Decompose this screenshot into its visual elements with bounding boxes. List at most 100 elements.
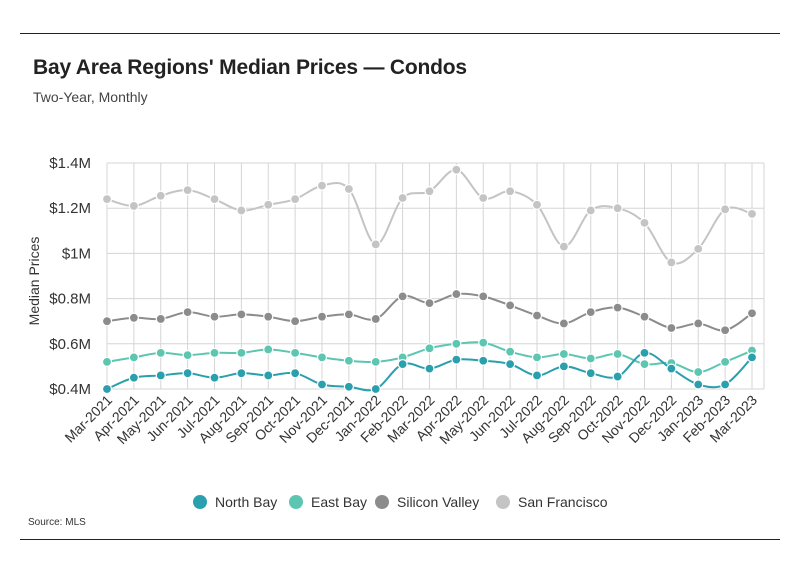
data-point-north-bay bbox=[101, 383, 113, 395]
y-tick-label: $0.8M bbox=[49, 291, 91, 308]
chart-title: Bay Area Regions' Median Prices — Condos bbox=[33, 56, 467, 79]
data-point-east-bay bbox=[720, 356, 731, 367]
data-point-east-bay bbox=[316, 352, 328, 363]
data-point-silicon-valley bbox=[424, 298, 435, 309]
data-point-silicon-valley bbox=[531, 310, 543, 321]
data-point-silicon-valley bbox=[236, 309, 247, 320]
data-point-san-francisco bbox=[155, 190, 166, 201]
data-point-silicon-valley bbox=[666, 322, 677, 334]
data-point-east-bay bbox=[263, 344, 274, 355]
data-point-silicon-valley bbox=[101, 316, 113, 327]
data-point-san-francisco bbox=[236, 205, 247, 216]
data-point-san-francisco bbox=[531, 199, 543, 210]
data-point-silicon-valley bbox=[585, 307, 596, 318]
legend-label-san-francisco: San Francisco bbox=[518, 494, 608, 510]
data-point-north-bay bbox=[209, 372, 220, 383]
data-point-north-bay bbox=[263, 370, 274, 381]
y-axis-label: Median Prices bbox=[26, 237, 42, 326]
data-point-north-bay bbox=[451, 354, 462, 365]
data-point-north-bay bbox=[666, 363, 677, 374]
data-point-east-bay bbox=[612, 348, 623, 360]
chart-subtitle: Two-Year, Monthly bbox=[33, 89, 148, 105]
data-point-san-francisco bbox=[666, 257, 677, 268]
data-point-san-francisco bbox=[639, 217, 650, 228]
data-point-east-bay bbox=[370, 356, 381, 367]
data-point-silicon-valley bbox=[720, 325, 731, 336]
data-point-east-bay bbox=[451, 338, 462, 349]
data-point-east-bay bbox=[585, 353, 596, 364]
data-point-silicon-valley bbox=[746, 308, 758, 319]
data-point-east-bay bbox=[101, 356, 113, 367]
data-point-silicon-valley bbox=[397, 291, 408, 302]
x-tick-labels: Mar-2021Apr-2021May-2021Jun-2021Jul-2021… bbox=[61, 392, 760, 447]
data-point-east-bay bbox=[478, 337, 489, 348]
data-point-north-bay bbox=[720, 379, 731, 390]
data-point-north-bay bbox=[612, 371, 623, 382]
data-point-san-francisco bbox=[263, 199, 274, 210]
data-point-silicon-valley bbox=[209, 311, 220, 322]
data-point-silicon-valley bbox=[316, 311, 328, 322]
data-point-san-francisco bbox=[451, 164, 462, 175]
data-point-san-francisco bbox=[101, 194, 113, 205]
data-point-san-francisco bbox=[182, 185, 193, 196]
legend: North Bay East Bay Silicon Valley San Franc… bbox=[193, 494, 608, 510]
data-point-silicon-valley bbox=[505, 300, 516, 311]
source-note: Source: MLS bbox=[28, 517, 86, 528]
data-point-east-bay bbox=[505, 346, 516, 357]
y-tick-label: $1.2M bbox=[49, 200, 91, 217]
data-point-north-bay bbox=[343, 381, 354, 392]
y-tick-label: $1M bbox=[62, 245, 91, 262]
data-point-north-bay bbox=[478, 355, 489, 366]
data-point-north-bay bbox=[316, 379, 328, 390]
legend-marker-san-francisco bbox=[496, 495, 510, 509]
data-point-silicon-valley bbox=[128, 312, 139, 323]
data-point-north-bay bbox=[558, 361, 569, 372]
data-point-east-bay bbox=[128, 352, 139, 363]
data-point-silicon-valley bbox=[370, 313, 381, 325]
data-point-north-bay bbox=[370, 383, 381, 395]
data-point-san-francisco bbox=[478, 192, 489, 204]
data-point-east-bay bbox=[343, 355, 354, 366]
data-point-silicon-valley bbox=[263, 311, 274, 322]
data-point-silicon-valley bbox=[693, 318, 704, 329]
top-rule bbox=[20, 33, 780, 34]
data-point-north-bay bbox=[182, 368, 193, 379]
data-point-east-bay bbox=[209, 347, 220, 358]
series-lines bbox=[101, 164, 758, 395]
data-point-east-bay bbox=[424, 343, 435, 354]
data-point-silicon-valley bbox=[343, 309, 354, 320]
data-point-north-bay bbox=[585, 368, 596, 379]
data-point-san-francisco bbox=[612, 203, 623, 214]
data-point-east-bay bbox=[155, 347, 166, 358]
data-point-san-francisco bbox=[209, 194, 220, 205]
grid-lines bbox=[106, 162, 765, 390]
legend-marker-silicon-valley bbox=[375, 495, 389, 509]
bottom-rule bbox=[20, 539, 780, 540]
data-point-north-bay bbox=[397, 359, 408, 370]
data-point-north-bay bbox=[128, 372, 139, 383]
data-point-east-bay bbox=[182, 350, 193, 361]
data-point-san-francisco bbox=[290, 194, 301, 205]
legend-label-east-bay: East Bay bbox=[311, 494, 367, 510]
data-point-north-bay bbox=[531, 370, 543, 381]
y-tick-label: $1.4M bbox=[49, 155, 91, 172]
data-point-silicon-valley bbox=[290, 316, 301, 327]
data-point-silicon-valley bbox=[155, 313, 166, 325]
data-point-san-francisco bbox=[424, 186, 435, 197]
data-point-east-bay bbox=[693, 366, 704, 378]
legend-label-north-bay: North Bay bbox=[215, 494, 277, 510]
data-point-north-bay bbox=[155, 370, 166, 381]
data-point-north-bay bbox=[639, 347, 650, 358]
y-tick-label: $0.6M bbox=[49, 336, 91, 353]
data-point-san-francisco bbox=[316, 180, 328, 191]
data-point-silicon-valley bbox=[612, 302, 623, 313]
data-point-north-bay bbox=[693, 379, 704, 390]
data-point-silicon-valley bbox=[558, 318, 569, 329]
data-point-silicon-valley bbox=[478, 291, 489, 302]
y-tick-labels: $0.4M $0.6M $0.8M $1M $1.2M $1.4M bbox=[49, 155, 91, 398]
data-point-east-bay bbox=[558, 348, 569, 360]
data-point-silicon-valley bbox=[639, 311, 650, 322]
data-point-san-francisco bbox=[693, 243, 704, 254]
data-point-san-francisco bbox=[397, 192, 408, 204]
data-point-san-francisco bbox=[746, 208, 758, 219]
